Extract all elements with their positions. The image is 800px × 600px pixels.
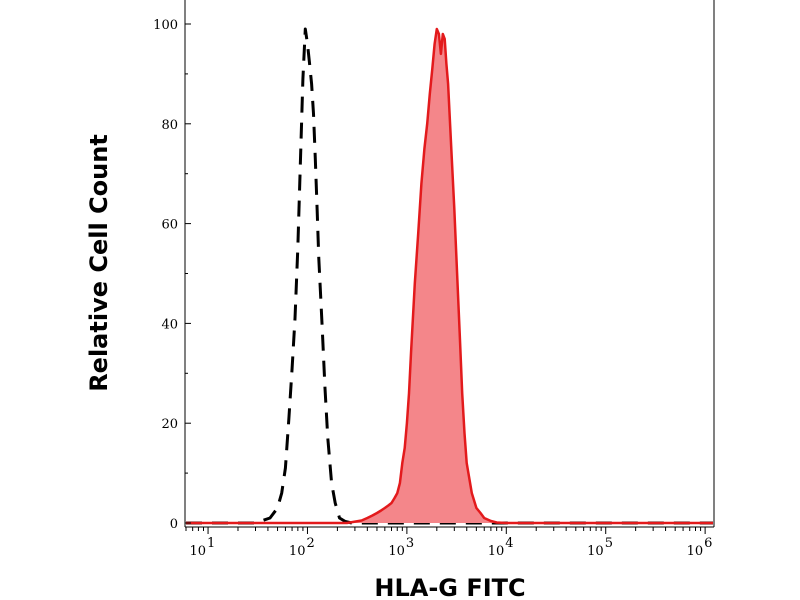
x-tick-label: 10	[289, 544, 306, 559]
x-tick-exponent: 6	[704, 536, 712, 551]
series-1-outline	[186, 27, 713, 525]
y-tick-label: 100	[153, 18, 178, 33]
x-tick-exponent: 5	[605, 536, 613, 551]
x-tick-label: 10	[488, 544, 505, 559]
series-layer	[186, 27, 713, 525]
x-tick-label: 10	[587, 544, 604, 559]
y-tick-label: 0	[170, 517, 178, 532]
y-axis-title: Relative Cell Count	[85, 134, 113, 392]
x-tick-label: 10	[388, 544, 405, 559]
x-tick-exponent: 3	[406, 536, 414, 551]
x-tick-label: 10	[190, 544, 207, 559]
x-tick-exponent: 4	[505, 536, 513, 551]
x-tick-label: 10	[687, 544, 704, 559]
x-axis-title: HLA-G FITC	[374, 574, 525, 600]
y-tick-label: 20	[161, 417, 178, 432]
x-tick-exponent: 2	[306, 536, 314, 551]
y-tick-label: 80	[161, 118, 178, 133]
y-tick-label: 40	[161, 317, 178, 332]
y-tick-label: 60	[161, 218, 178, 233]
axes-layer	[184, 0, 715, 528]
series-1-area	[186, 29, 713, 523]
x-tick-exponent: 1	[207, 536, 215, 551]
series-0-line	[186, 27, 713, 525]
